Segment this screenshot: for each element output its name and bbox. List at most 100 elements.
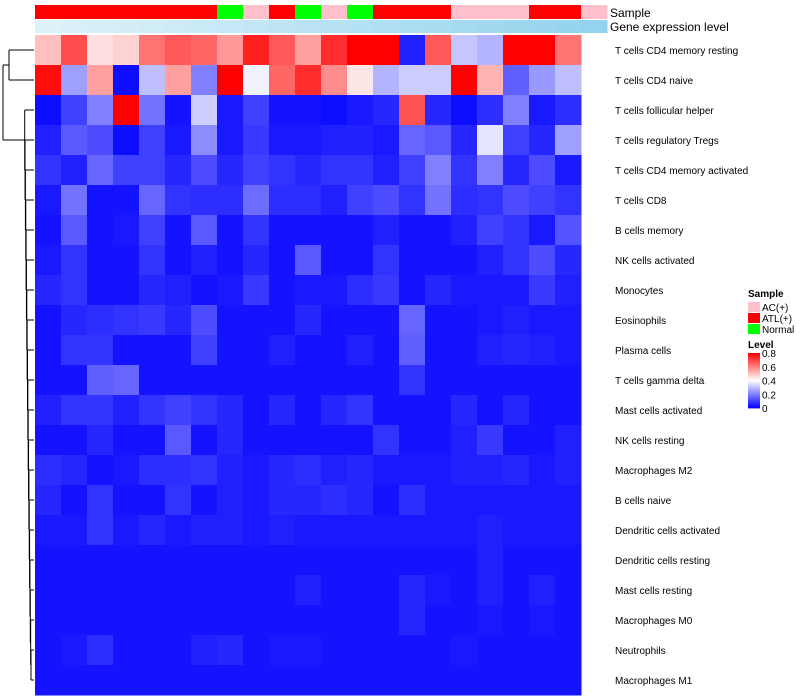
heatmap-cell [87, 605, 114, 636]
heatmap-cell [217, 665, 244, 696]
heatmap-cell [321, 125, 348, 156]
heatmap-cell [477, 125, 504, 156]
heatmap-cell [113, 275, 140, 306]
heatmap-cell [321, 425, 348, 456]
heatmap-cell [35, 575, 62, 606]
colorbar-segment [748, 368, 760, 370]
heatmap-cell [529, 485, 556, 516]
row-label: Macrophages M2 [615, 466, 693, 477]
heatmap-cell [61, 155, 88, 186]
heatmap-cell [399, 545, 426, 576]
expression-annotation-cell [555, 20, 582, 33]
heatmap-cell [347, 605, 374, 636]
heatmap-cell [529, 455, 556, 486]
sample-annotation-cell [243, 5, 270, 19]
heatmap-cell [191, 155, 218, 186]
heatmap-cell [87, 365, 114, 396]
heatmap-cell [477, 245, 504, 276]
heatmap-cell [503, 365, 530, 396]
heatmap-cell [139, 665, 166, 696]
sample-annotation-cell [399, 5, 426, 19]
expression-annotation-cell [347, 20, 374, 33]
heatmap-cell [165, 665, 192, 696]
heatmap-cell [217, 635, 244, 666]
heatmap-cell [555, 515, 582, 546]
heatmap-cell [113, 215, 140, 246]
heatmap-cell [61, 125, 88, 156]
heatmap-cell [217, 275, 244, 306]
heatmap-cell [555, 155, 582, 186]
sample-annotation-cell [321, 5, 348, 19]
heatmap-cell [165, 515, 192, 546]
heatmap-cell [451, 605, 478, 636]
heatmap-cell [425, 95, 452, 126]
heatmap-cell [243, 215, 270, 246]
heatmap-cell [321, 185, 348, 216]
heatmap-cell [243, 185, 270, 216]
expression-annotation-cell [61, 20, 88, 33]
row-label: T cells CD4 memory resting [615, 46, 738, 57]
expression-annotation-cell [399, 20, 426, 33]
heatmap-cell [191, 95, 218, 126]
heatmap-cell [399, 575, 426, 606]
colorbar-segment [748, 394, 760, 397]
heatmap-cell [425, 635, 452, 666]
heatmap-cell [165, 335, 192, 366]
heatmap-cell [373, 65, 400, 96]
heatmap-cell [399, 215, 426, 246]
heatmap-cell [399, 275, 426, 306]
colorbar-tick-label: 0 [762, 404, 768, 415]
heatmap-cell [243, 575, 270, 606]
heatmap-cell [347, 545, 374, 576]
expression-annotation-cell [139, 20, 166, 33]
heatmap-cell [529, 515, 556, 546]
heatmap-cell [139, 335, 166, 366]
heatmap-cell [555, 65, 582, 96]
sample-annotation-cell [555, 5, 582, 19]
heatmap-cell [217, 95, 244, 126]
heatmap-cell [191, 365, 218, 396]
colorbar-segment [748, 405, 760, 408]
heatmap-cell [477, 185, 504, 216]
colorbar-segment [748, 383, 760, 386]
heatmap-cell [451, 665, 478, 696]
heatmap-cell [139, 35, 166, 66]
heatmap-cell [269, 365, 296, 396]
heatmap-cell [191, 665, 218, 696]
heatmap-cell [269, 125, 296, 156]
heatmap-cell [113, 575, 140, 606]
heatmap-cell [555, 635, 582, 666]
heatmap-cell [269, 275, 296, 306]
heatmap-cell [503, 65, 530, 96]
heatmap-cell [451, 575, 478, 606]
heatmap-cell [451, 635, 478, 666]
heatmap-cell [217, 365, 244, 396]
colorbar-segment [748, 359, 760, 362]
heatmap-cell [243, 245, 270, 276]
heatmap-cell [425, 215, 452, 246]
heatmap-cell [347, 305, 374, 336]
heatmap-cell [35, 455, 62, 486]
colorbar-segment [748, 395, 760, 398]
heatmap-cell [295, 155, 322, 186]
heatmap-cell [477, 425, 504, 456]
heatmap-cell [451, 245, 478, 276]
heatmap-cell [555, 305, 582, 336]
heatmap-cell [477, 665, 504, 696]
heatmap-cell [477, 395, 504, 426]
colorbar-segment [748, 362, 760, 365]
heatmap-cell [503, 155, 530, 186]
heatmap-cell [243, 335, 270, 366]
heatmap-cell [113, 335, 140, 366]
heatmap-cell [373, 245, 400, 276]
sample-annotation-title: Sample [610, 6, 651, 20]
heatmap-cell [503, 35, 530, 66]
expression-annotation-cell [295, 20, 322, 33]
colorbar-segment [748, 388, 760, 391]
heatmap-cell [61, 455, 88, 486]
heatmap-cell [503, 215, 530, 246]
heatmap-cell [321, 95, 348, 126]
row-label: Neutrophils [615, 646, 666, 657]
heatmap-cell [425, 185, 452, 216]
